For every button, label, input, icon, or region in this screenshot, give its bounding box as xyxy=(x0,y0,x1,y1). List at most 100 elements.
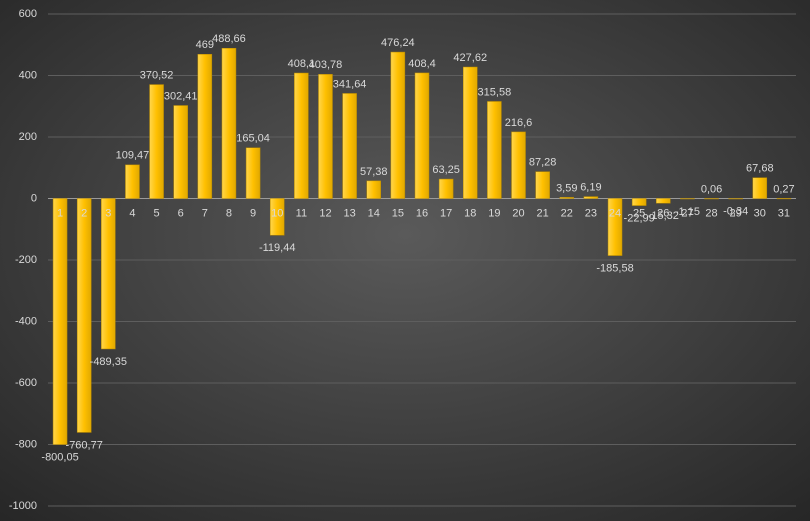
bar xyxy=(776,198,792,200)
data-label: 476,24 xyxy=(381,37,415,49)
data-label: 408,1 xyxy=(288,58,316,70)
data-label: 0,06 xyxy=(701,183,722,195)
bar xyxy=(294,72,309,199)
x-tick-label: 12 xyxy=(319,207,331,219)
x-tick-label: 15 xyxy=(392,207,404,219)
bar xyxy=(511,131,526,199)
y-tick-label: 600 xyxy=(19,8,37,20)
bar xyxy=(704,198,719,200)
data-label: 427,62 xyxy=(453,52,487,64)
y-tick-label: -200 xyxy=(15,254,37,266)
x-tick-label: 30 xyxy=(754,207,766,219)
y-tick-label: -400 xyxy=(15,315,37,327)
data-label: -489,35 xyxy=(90,356,127,368)
bar xyxy=(125,164,140,199)
bar xyxy=(535,171,550,199)
data-label: 315,58 xyxy=(478,86,512,98)
x-tick-label: 13 xyxy=(343,207,355,219)
x-tick-label: 4 xyxy=(129,207,135,219)
data-label: 302,41 xyxy=(164,90,198,102)
bar xyxy=(149,84,164,199)
x-tick-label: 18 xyxy=(464,207,476,219)
bar xyxy=(173,105,188,199)
data-label: -1,15 xyxy=(675,206,700,218)
bar xyxy=(245,147,261,199)
y-tick-label: -600 xyxy=(15,377,37,389)
bar xyxy=(607,198,623,256)
x-tick-label: 17 xyxy=(440,207,452,219)
bar xyxy=(101,198,116,350)
data-label: -760,77 xyxy=(66,439,103,451)
bar xyxy=(414,72,430,199)
data-label: 408,4 xyxy=(408,58,436,70)
bar xyxy=(52,198,68,445)
x-tick-label: 22 xyxy=(561,207,573,219)
y-tick-label: 400 xyxy=(19,69,37,81)
bar xyxy=(342,93,357,199)
x-tick-label: 7 xyxy=(202,207,208,219)
data-label: 3,59 xyxy=(556,182,577,194)
bar xyxy=(463,66,478,199)
x-tick-label: 24 xyxy=(609,207,621,219)
data-label: 87,28 xyxy=(529,157,557,169)
data-label: 370,52 xyxy=(140,69,174,81)
bar xyxy=(438,178,454,199)
data-label: 488,66 xyxy=(212,33,246,45)
x-tick-label: 6 xyxy=(178,207,184,219)
bar xyxy=(559,197,575,199)
data-label: 109,47 xyxy=(116,150,150,162)
bar xyxy=(76,198,92,433)
x-tick-label: 26 xyxy=(657,207,669,219)
y-tick-label: 200 xyxy=(19,131,37,143)
data-label: 165,04 xyxy=(236,133,270,145)
x-tick-label: 29 xyxy=(730,207,742,219)
x-tick-label: 25 xyxy=(633,207,645,219)
bar xyxy=(728,198,743,200)
x-tick-label: 8 xyxy=(226,207,232,219)
bar xyxy=(680,198,695,200)
data-label: 57,38 xyxy=(360,166,388,178)
bar xyxy=(221,47,237,199)
y-tick-label: -1000 xyxy=(9,500,37,512)
data-label: 469 xyxy=(196,39,214,51)
data-label: 341,64 xyxy=(333,78,367,90)
x-tick-label: 1 xyxy=(57,207,63,219)
y-tick-label: 0 xyxy=(31,192,37,204)
data-label: -0,34 xyxy=(723,206,748,218)
bar xyxy=(631,198,647,206)
bar xyxy=(752,177,768,199)
x-tick-label: 9 xyxy=(250,207,256,219)
bar xyxy=(269,198,285,236)
x-tick-label: 20 xyxy=(512,207,524,219)
x-tick-label: 11 xyxy=(296,207,307,219)
data-label: -15,32 xyxy=(648,210,679,222)
bar xyxy=(197,54,213,199)
data-label: 216,6 xyxy=(505,117,533,129)
x-tick-label: 5 xyxy=(154,207,160,219)
data-label: -800,05 xyxy=(41,451,78,463)
bar xyxy=(656,198,671,204)
x-tick-label: 27 xyxy=(681,207,693,219)
x-tick-label: 23 xyxy=(585,207,597,219)
bar xyxy=(366,180,381,199)
data-label: -119,44 xyxy=(259,242,296,254)
x-tick-label: 19 xyxy=(488,207,500,219)
bar xyxy=(390,51,406,199)
data-label: 0,27 xyxy=(773,183,794,195)
y-tick-label: -800 xyxy=(15,438,37,450)
bar xyxy=(583,196,599,199)
bar xyxy=(318,74,333,199)
x-tick-label: 28 xyxy=(705,207,717,219)
data-label: -22,99 xyxy=(624,212,655,224)
x-tick-label: 2 xyxy=(81,207,87,219)
x-tick-label: 14 xyxy=(368,207,380,219)
data-label: 403,78 xyxy=(309,59,343,71)
bar xyxy=(487,101,502,199)
data-label: 67,68 xyxy=(746,163,774,175)
x-tick-label: 21 xyxy=(537,207,549,219)
x-tick-label: 31 xyxy=(778,207,790,219)
data-label: 6,19 xyxy=(580,182,601,194)
x-tick-label: 10 xyxy=(271,207,283,219)
x-tick-label: 16 xyxy=(416,207,428,219)
